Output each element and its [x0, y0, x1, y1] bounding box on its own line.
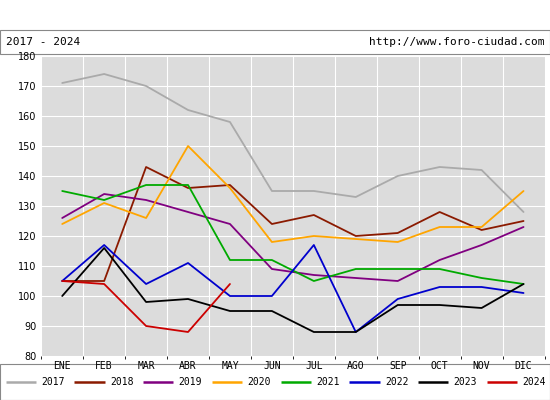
Text: 2022: 2022 — [385, 377, 409, 387]
Text: Evolucion del paro registrado en Nogueira de Ramuín: Evolucion del paro registrado en Nogueir… — [62, 8, 488, 22]
Text: 2017: 2017 — [41, 377, 65, 387]
Text: 2024: 2024 — [522, 377, 546, 387]
Text: 2018: 2018 — [110, 377, 134, 387]
Text: 2019: 2019 — [179, 377, 202, 387]
Text: 2017 - 2024: 2017 - 2024 — [6, 37, 80, 47]
Text: 2020: 2020 — [248, 377, 271, 387]
Text: 2021: 2021 — [316, 377, 340, 387]
Text: 2023: 2023 — [454, 377, 477, 387]
Text: http://www.foro-ciudad.com: http://www.foro-ciudad.com — [369, 37, 544, 47]
